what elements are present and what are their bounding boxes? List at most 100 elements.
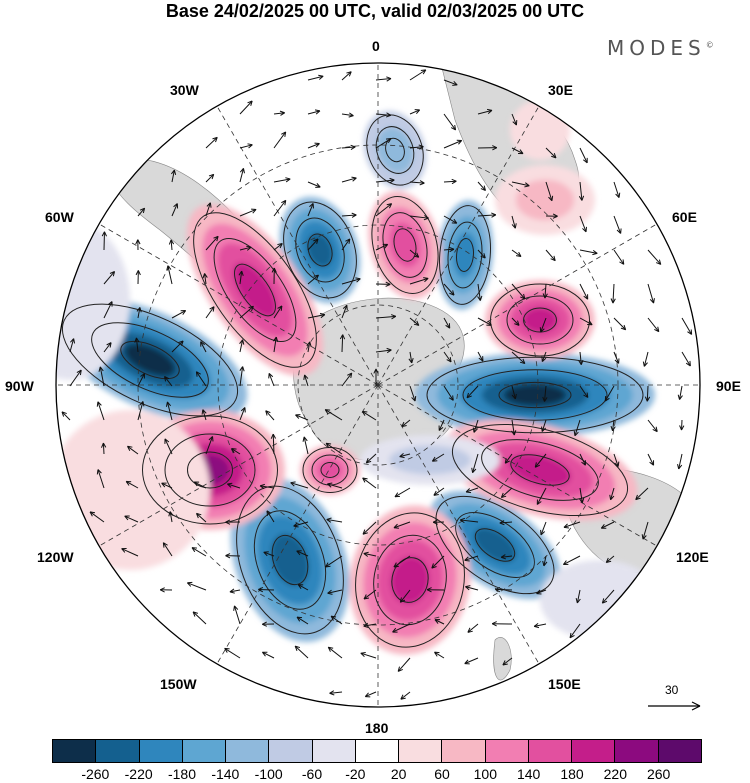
colorbar-tick-label: 260 [646, 766, 671, 782]
wind-arrow [502, 657, 513, 666]
wind-arrow [375, 112, 392, 118]
wind-arrow [613, 351, 620, 364]
wind-arrow [477, 351, 484, 362]
colorbar-swatch [96, 740, 140, 762]
contour-line [320, 462, 340, 478]
wind-arrow [363, 589, 377, 600]
wind-arrow [297, 584, 309, 591]
wind-arrow [443, 385, 454, 401]
wind-arrow [327, 589, 343, 595]
colorbar-swatch [139, 740, 183, 762]
wind-arrow [477, 145, 498, 151]
wind-arrow [168, 511, 174, 523]
wind-arrow [205, 235, 219, 251]
colorbar-swatch [226, 740, 270, 762]
wind-arrow [362, 521, 377, 535]
wind-arrow [511, 385, 517, 400]
wind-arrow [477, 249, 486, 259]
colorbar-swatch [442, 740, 486, 762]
wind-arrow [270, 433, 277, 455]
wind-arrow [545, 147, 557, 159]
wind-arrow [326, 517, 343, 523]
wind-arrow [69, 369, 82, 387]
wind-arrow [103, 342, 112, 353]
wind-arrow [325, 555, 343, 568]
wind-arrow [171, 310, 187, 319]
wind-arrow [375, 76, 392, 82]
wind-arrow [578, 181, 585, 201]
wind-arrow [613, 215, 622, 234]
wind-arrow [375, 243, 389, 251]
anomaly-shading [474, 527, 516, 563]
wind-arrow [609, 487, 615, 501]
wind-arrow [600, 521, 615, 529]
wind-arrow [545, 249, 556, 262]
wind-arrow [193, 481, 207, 489]
wind-arrow [171, 340, 184, 353]
wind-arrow [296, 550, 309, 557]
lon-label-30e: 30E [548, 82, 573, 98]
wind-arrow [205, 173, 215, 183]
wind-arrow [339, 334, 346, 353]
wind-arrow [258, 587, 275, 593]
wind-arrow [647, 317, 660, 333]
wind-arrow [534, 453, 547, 468]
wind-arrow [159, 587, 173, 593]
wind-arrow [101, 231, 107, 251]
wind-arrow [324, 409, 343, 421]
wind-arrow [477, 317, 492, 326]
wind-arrow [443, 139, 463, 149]
contour-line [164, 433, 256, 507]
wind-arrow [363, 551, 377, 557]
contour-line [462, 369, 608, 421]
wind-arrow [307, 142, 320, 149]
wind-arrow [471, 453, 479, 474]
wind-arrow [302, 436, 309, 455]
wind-arrow [511, 113, 518, 126]
wind-arrow [477, 212, 497, 218]
wind-arrow [273, 199, 287, 217]
colorbar [52, 739, 702, 763]
anomaly-shading [233, 262, 277, 318]
colorbar-swatch [528, 740, 573, 762]
wind-arrow [268, 373, 275, 387]
wind-arrow [201, 409, 207, 421]
wind-arrow [459, 517, 479, 524]
wind-arrow [239, 339, 245, 353]
wind-arrow [273, 336, 279, 353]
wind-arrow [262, 651, 275, 659]
wind-arrow [293, 521, 309, 528]
wind-arrow [431, 555, 445, 569]
wind-arrow [443, 317, 451, 329]
wind-arrow [604, 385, 615, 402]
wind-arrow [363, 622, 377, 628]
wind-arrow [464, 555, 479, 562]
contour-line [481, 439, 599, 501]
contour-line [391, 557, 429, 603]
map-title: Base 24/02/2025 00 UTC, valid 02/03/2025… [165, 1, 585, 21]
wind-arrow [579, 453, 586, 466]
wind-arrow [613, 181, 621, 198]
colorbar-tick-label: 180 [560, 766, 584, 782]
wind-arrow [610, 283, 616, 304]
wind-arrow [166, 265, 173, 285]
wind-arrow [677, 385, 683, 400]
anomaly-shading [515, 179, 575, 221]
wind-arrow [579, 215, 587, 233]
contour-line [439, 205, 491, 305]
lon-label-150e: 150E [548, 676, 581, 692]
wind-arrow [511, 147, 524, 155]
colorbar-tick-label: 220 [603, 766, 628, 782]
contour-line [295, 217, 345, 283]
wind-arrow [464, 657, 479, 665]
wind-arrow [202, 273, 208, 285]
wind-arrow [307, 74, 324, 81]
wind-arrow [360, 651, 377, 659]
lat-lon-grid [56, 63, 700, 707]
wind-arrow [205, 202, 212, 217]
wind-arrow [239, 305, 254, 319]
wind-arrow [205, 436, 214, 455]
wind-arrow [536, 589, 547, 595]
wind-arrow [491, 621, 513, 627]
